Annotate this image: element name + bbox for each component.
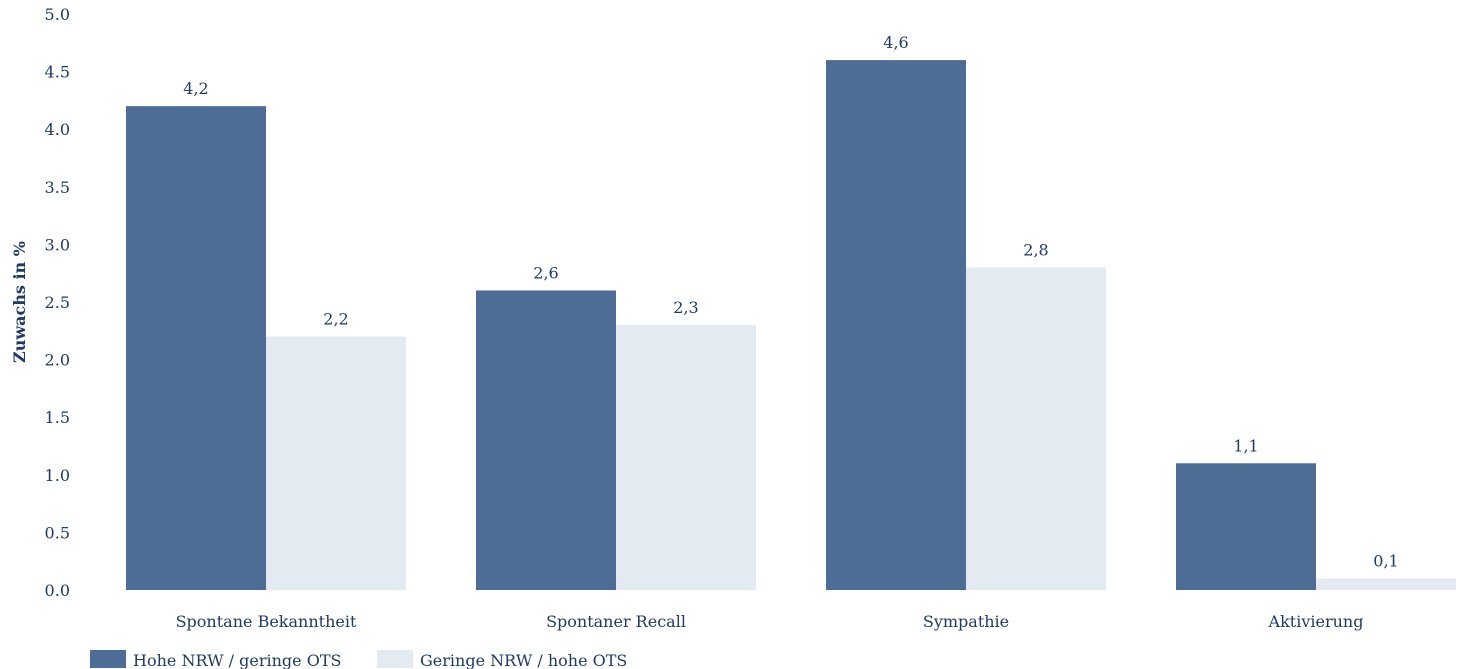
y-tick-label: 0.0 [45,581,70,600]
bar-series-2-3 [1316,578,1456,590]
value-label-series-2-1: 2,3 [673,298,698,317]
value-label-series-2-3: 0,1 [1373,551,1398,570]
y-tick-label: 3.0 [45,235,70,254]
bar-series-2-2 [966,267,1106,590]
bar-series-2-0 [266,336,406,590]
bar-series-1-1 [476,290,616,590]
bar-series-1-3 [1176,463,1316,590]
value-label-series-1-1: 2,6 [533,263,558,282]
value-label-series-1-3: 1,1 [1233,436,1258,455]
value-label-series-2-0: 2,2 [323,310,348,329]
bar-series-1-0 [126,106,266,590]
y-tick-label: 4.0 [45,120,70,139]
y-tick-label: 4.5 [45,63,70,82]
category-label: Spontaner Recall [546,612,686,631]
bars-group [126,60,1456,590]
y-tick-label: 0.5 [45,523,70,542]
legend-label-series-1: Hohe NRW / geringe OTS [133,651,341,669]
y-tick-label: 2.0 [45,351,70,370]
y-tick-label: 5.0 [45,5,70,24]
value-label-series-1-0: 4,2 [183,79,208,98]
y-axis-title: Zuwachs in % [10,241,29,363]
category-label: Aktivierung [1268,612,1364,631]
legend-swatch-series-1 [90,650,126,668]
bar-series-1-2 [826,60,966,590]
y-axis-ticks: 0.0 0.5 1.0 1.5 2.0 2.5 3.0 3.5 4.0 4.5 5.0 [45,5,70,600]
bar-series-2-1 [616,325,756,590]
value-label-series-1-2: 4,6 [883,33,908,52]
value-label-series-2-2: 2,8 [1023,240,1048,259]
category-labels: Spontane Bekanntheit Spontaner Recall Symp… [176,612,1364,631]
y-tick-label: 2.5 [45,293,70,312]
category-label: Spontane Bekanntheit [176,612,357,631]
legend: Hohe NRW / geringe OTS Geringe NRW / hoh… [90,650,627,669]
y-tick-label: 3.5 [45,178,70,197]
y-tick-label: 1.0 [45,466,70,485]
legend-label-series-2: Geringe NRW / hohe OTS [420,651,627,669]
y-tick-label: 1.5 [45,408,70,427]
value-labels: 4,2 2,2 2,6 2,3 4,6 2,8 1,1 0,1 [183,33,1398,570]
category-label: Sympathie [923,612,1009,631]
legend-swatch-series-2 [377,650,413,668]
